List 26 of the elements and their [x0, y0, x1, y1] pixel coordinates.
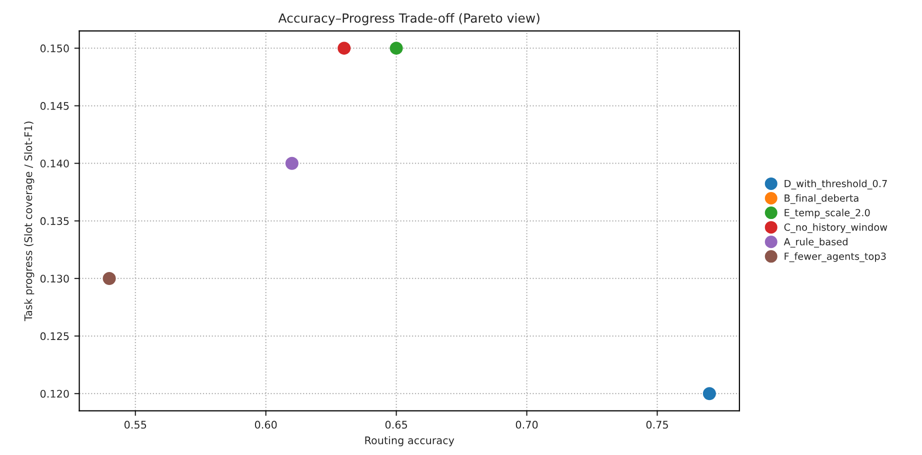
y-tick-label: 0.150 [40, 44, 69, 52]
y-tick-label: 0.130 [40, 274, 69, 283]
y-axis-title: Task progress (Slot coverage / Slot-F1) [24, 122, 34, 322]
x-tick-label: 0.55 [124, 420, 146, 429]
point [702, 387, 716, 400]
x-tick-label: 0.60 [254, 420, 277, 429]
x-tick-label: 0.65 [385, 420, 408, 429]
y-tick-label: 0.135 [40, 217, 69, 226]
legend-label: B_final_deberta [784, 194, 858, 204]
chart-title: Accuracy–Progress Trade-off (Pareto view) [278, 13, 540, 26]
y-tick-label: 0.125 [40, 332, 69, 340]
point [102, 272, 116, 285]
y-tick-label: 0.120 [40, 390, 69, 398]
point [338, 42, 351, 55]
legend-label: C_no_history_window [784, 223, 888, 234]
legend-label: A_rule_based [784, 238, 848, 248]
x-tick-label: 0.70 [516, 420, 538, 429]
point [390, 42, 403, 55]
x-tick-label: 0.75 [646, 420, 668, 429]
legend-label: F_fewer_agents_top3 [784, 252, 886, 262]
y-tick-label: 0.145 [40, 102, 69, 110]
legend-label: E_temp_scale_2.0 [784, 208, 870, 218]
legend-label: D_with_threshold_0.7 [784, 180, 887, 190]
x-axis-title: Routing accuracy [365, 436, 454, 446]
y-tick-label: 0.140 [40, 160, 69, 168]
point [285, 156, 298, 170]
